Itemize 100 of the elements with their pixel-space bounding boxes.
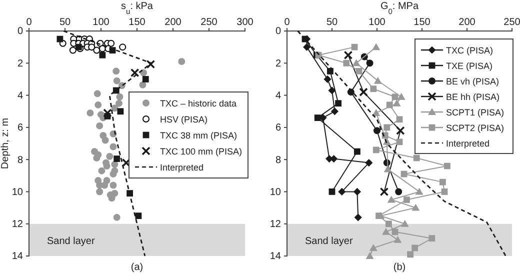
- point: [103, 162, 110, 170]
- x-tick-label: 200: [164, 17, 182, 28]
- y-tick-label: 6: [275, 122, 282, 134]
- point: [394, 236, 402, 243]
- point: [110, 182, 117, 189]
- point: [111, 104, 118, 112]
- y-tick-label: 0: [17, 26, 24, 38]
- point: [146, 60, 156, 69]
- legend-label: TXE (PISA): [446, 61, 493, 71]
- point: [135, 212, 142, 220]
- point: [404, 196, 410, 203]
- legend-label: BE hh (PISA): [446, 92, 500, 102]
- x-tick-label: 0: [284, 17, 290, 28]
- chart-title: s$_{u}$: kPa: [121, 1, 154, 16]
- point: [392, 99, 401, 106]
- y-tick-label: 14: [12, 251, 24, 262]
- point: [114, 156, 120, 162]
- point: [130, 68, 140, 78]
- point: [98, 167, 106, 174]
- point: [178, 58, 186, 66]
- chart-title: G$_{0}$: MPa: [380, 1, 419, 16]
- point: [372, 108, 380, 116]
- point: [103, 108, 112, 118]
- point: [384, 165, 392, 172]
- y-axis-title: Depth, z: m: [0, 118, 11, 170]
- point: [370, 86, 377, 92]
- y-tick-label: 10: [270, 186, 282, 198]
- point: [376, 212, 382, 220]
- y-tick-label: 0: [275, 26, 282, 38]
- point: [96, 188, 104, 196]
- point: [94, 90, 101, 98]
- point: [392, 228, 398, 236]
- x-tick-label: 250: [200, 17, 218, 28]
- x-tick-label: 0: [26, 17, 32, 28]
- point: [395, 188, 402, 196]
- y-tick-label: 8: [275, 154, 282, 166]
- point: [374, 127, 380, 134]
- point: [387, 196, 396, 203]
- point: [441, 188, 448, 195]
- point: [384, 124, 390, 131]
- legend-label: TXC 38 mm (PISA): [160, 130, 238, 140]
- point: [386, 102, 393, 108]
- point: [328, 86, 336, 94]
- point: [444, 162, 450, 170]
- point: [96, 122, 104, 130]
- x-tick-label: 300: [236, 17, 254, 28]
- point: [102, 136, 109, 144]
- point: [413, 154, 420, 162]
- point: [372, 43, 380, 50]
- point: [303, 43, 311, 51]
- point: [69, 46, 76, 54]
- y-tick-label: 12: [12, 219, 24, 230]
- text: (a): [130, 262, 144, 273]
- point: [106, 152, 114, 160]
- point: [392, 94, 398, 100]
- point: [88, 44, 96, 51]
- y-tick-label: 8: [17, 154, 24, 166]
- point: [366, 60, 374, 67]
- point: [108, 40, 115, 47]
- point: [400, 220, 409, 227]
- point: [380, 187, 389, 196]
- point: [338, 188, 346, 196]
- point: [117, 108, 124, 115]
- point: [382, 228, 390, 235]
- x-tick-label: 200: [458, 17, 476, 28]
- y-tick-label: 2: [17, 58, 24, 70]
- legend-label: Interpreted: [160, 162, 204, 172]
- point: [139, 81, 146, 88]
- point: [344, 50, 353, 60]
- point: [366, 252, 374, 259]
- point: [113, 214, 120, 221]
- y-tick-label: 12: [270, 219, 282, 230]
- point: [343, 60, 350, 66]
- point: [99, 52, 106, 58]
- x-tick-label: 100: [92, 17, 110, 28]
- legend-label: TXC 100 mm (PISA): [160, 146, 242, 156]
- point: [374, 76, 382, 84]
- text: (b): [393, 262, 406, 273]
- point: [112, 68, 120, 75]
- point: [354, 214, 362, 222]
- point: [354, 148, 360, 155]
- legend-label: TXC – historic data: [160, 98, 237, 108]
- point: [116, 100, 122, 107]
- point: [372, 146, 380, 154]
- point: [396, 138, 403, 146]
- x-tick-label: 50: [326, 17, 338, 28]
- band-label: Sand layer: [47, 236, 96, 247]
- legend-label: TXC (PISA): [446, 46, 494, 56]
- x-tick-label: 250: [504, 17, 520, 28]
- point: [101, 182, 108, 189]
- y-tick-label: 4: [17, 90, 24, 102]
- point: [110, 143, 117, 150]
- point: [119, 44, 126, 51]
- point: [386, 220, 392, 228]
- x-tick-label: 50: [59, 17, 71, 28]
- point: [412, 204, 420, 211]
- point: [407, 251, 414, 258]
- point: [396, 116, 403, 123]
- point: [335, 100, 342, 107]
- y-tick-label: 4: [275, 90, 282, 102]
